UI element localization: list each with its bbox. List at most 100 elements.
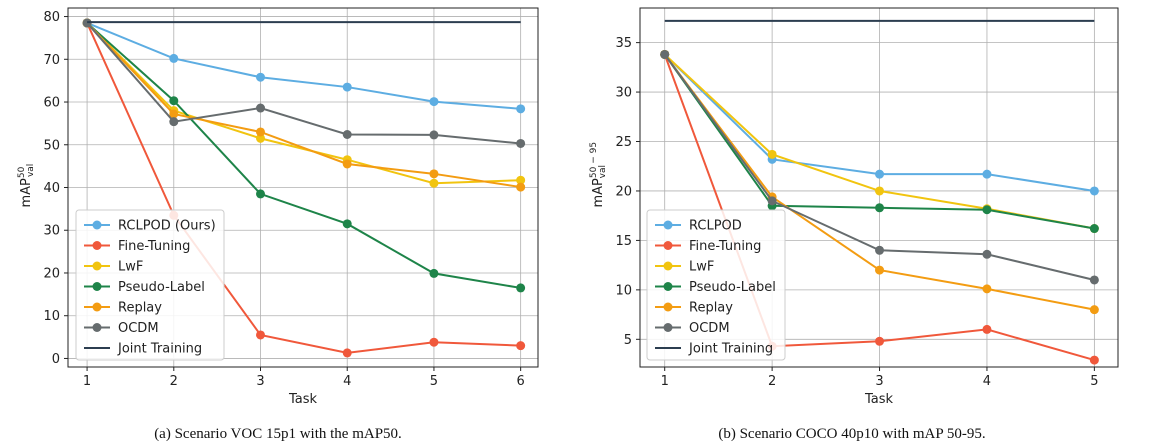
data-point-ocdm xyxy=(660,49,670,59)
y-tick-label: 0 xyxy=(52,352,60,367)
x-axis-label: Task xyxy=(288,392,318,407)
legend-marker-rclpod xyxy=(663,220,673,230)
legend-label-replay: Replay xyxy=(118,301,162,316)
y-tick-label: 30 xyxy=(615,86,632,101)
data-point-pseudo-label xyxy=(516,283,526,293)
data-point-rclpod-ours xyxy=(429,97,439,107)
data-point-replay xyxy=(169,109,179,119)
data-point-fine-tuning xyxy=(982,324,992,334)
series-line-rclpod-ours xyxy=(86,22,521,110)
legend-marker-pseudo-label xyxy=(663,282,673,291)
data-point-rclpod xyxy=(875,169,885,179)
legend-label-rclpod: RCLPOD xyxy=(689,219,742,234)
y-tick-label: 15 xyxy=(615,234,632,249)
x-tick-label: 4 xyxy=(343,374,351,389)
y-tick-label: 70 xyxy=(43,53,60,68)
plot-frame xyxy=(639,7,1119,368)
series-line-lwf xyxy=(86,22,521,185)
data-point-fine-tuning xyxy=(429,337,439,347)
legend-marker-rclpod-ours xyxy=(92,220,102,230)
data-point-pseudo-label xyxy=(342,219,352,229)
data-point-pseudo-label xyxy=(429,268,439,278)
y-tick-label: 35 xyxy=(615,36,632,51)
legend-box xyxy=(75,209,225,361)
data-point-ocdm xyxy=(429,130,439,140)
legend-label-fine-tuning: Fine-Tuning xyxy=(118,239,190,254)
data-point-pseudo-label xyxy=(1089,224,1099,234)
x-tick-label: 5 xyxy=(1090,374,1098,389)
data-point-replay xyxy=(982,284,992,294)
data-point-fine-tuning xyxy=(256,330,266,340)
data-point-rclpod xyxy=(982,169,992,179)
data-point-lwf xyxy=(256,133,266,143)
x-tick-label: 1 xyxy=(661,374,669,389)
data-point-lwf xyxy=(429,178,439,188)
x-tick-label: 3 xyxy=(256,374,264,389)
legend-label-pseudo-label: Pseudo-Label xyxy=(118,280,205,295)
data-point-rclpod-ours xyxy=(516,104,526,114)
y-tick-label: 40 xyxy=(43,181,60,196)
data-point-replay xyxy=(516,182,526,192)
series-line-fine-tuning xyxy=(86,22,521,354)
legend-marker-fine-tuning xyxy=(92,241,102,250)
legend-marker-ocdm xyxy=(92,323,102,332)
data-point-pseudo-label xyxy=(169,96,179,106)
y-tick-label: 60 xyxy=(43,96,60,111)
data-point-ocdm xyxy=(169,117,179,127)
y-axis-label: mAP50 − 95val xyxy=(589,142,608,208)
y-tick-label: 30 xyxy=(43,224,60,239)
series-group xyxy=(82,18,526,358)
y-tick-label: 5 xyxy=(624,333,632,348)
legend-label-fine-tuning: Fine-Tuning xyxy=(689,239,761,254)
y-tick-label: 10 xyxy=(43,309,60,324)
data-point-rclpod-ours xyxy=(342,82,352,92)
legend-label-replay: Replay xyxy=(689,301,733,316)
data-point-pseudo-label xyxy=(875,203,885,213)
data-point-replay xyxy=(1089,305,1099,315)
x-tick-label: 5 xyxy=(430,374,438,389)
y-tick-label: 80 xyxy=(43,10,60,25)
legend-marker-lwf xyxy=(663,261,673,271)
data-point-pseudo-label xyxy=(256,189,266,199)
data-point-rclpod-ours xyxy=(256,72,266,82)
chart-a: 1 2 3 4 5 601020304050607080TaskmAP50valRCLPO… xyxy=(17,7,539,407)
y-tick-label: 10 xyxy=(615,283,632,298)
data-point-ocdm xyxy=(767,196,777,206)
plot-frame xyxy=(67,7,539,368)
data-point-lwf xyxy=(767,149,777,159)
series-line-replay xyxy=(86,22,521,189)
data-point-fine-tuning xyxy=(875,336,885,346)
legend-label-joint-training: Joint Training xyxy=(688,342,773,357)
data-point-replay xyxy=(875,265,885,275)
y-tick-label: 50 xyxy=(43,138,60,153)
data-point-ocdm xyxy=(1089,275,1099,285)
x-tick-label: 2 xyxy=(170,374,178,389)
data-point-lwf xyxy=(516,175,526,185)
legend-label-pseudo-label: Pseudo-Label xyxy=(689,280,776,295)
legend-label-ocdm: OCDM xyxy=(689,321,730,336)
data-point-lwf xyxy=(875,186,885,196)
x-tick-label: 1 xyxy=(83,374,91,389)
chart-b: 1 2 3 4 5 5 10 15 20 25 30 35 Task mAP50 − 95val RCLPO… xyxy=(589,7,1119,407)
data-point-replay xyxy=(256,127,266,137)
x-tick-label: 2 xyxy=(768,374,776,389)
caption-b: (b) Scenario COCO 40p10 with mAP 50-95. xyxy=(718,426,985,442)
y-tick-label: 25 xyxy=(615,135,632,150)
legend-marker-pseudo-label xyxy=(92,282,102,291)
data-point-rclpod xyxy=(1089,186,1099,196)
caption-a: (a) Scenario VOC 15p1 with the mAP50. xyxy=(154,426,402,442)
y-axis-label: mAP50val xyxy=(17,164,36,208)
data-point-ocdm xyxy=(982,249,992,259)
data-point-ocdm xyxy=(342,130,352,140)
x-axis-label: Task xyxy=(864,392,894,407)
data-point-fine-tuning xyxy=(1089,355,1099,365)
data-point-pseudo-label xyxy=(982,205,992,215)
data-point-fine-tuning xyxy=(342,348,352,358)
legend-marker-fine-tuning xyxy=(663,241,673,250)
data-point-ocdm xyxy=(875,245,885,255)
legend-label-lwf: LwF xyxy=(689,260,714,275)
legend-box xyxy=(646,209,786,361)
data-point-fine-tuning xyxy=(516,341,526,351)
data-point-replay xyxy=(342,159,352,169)
